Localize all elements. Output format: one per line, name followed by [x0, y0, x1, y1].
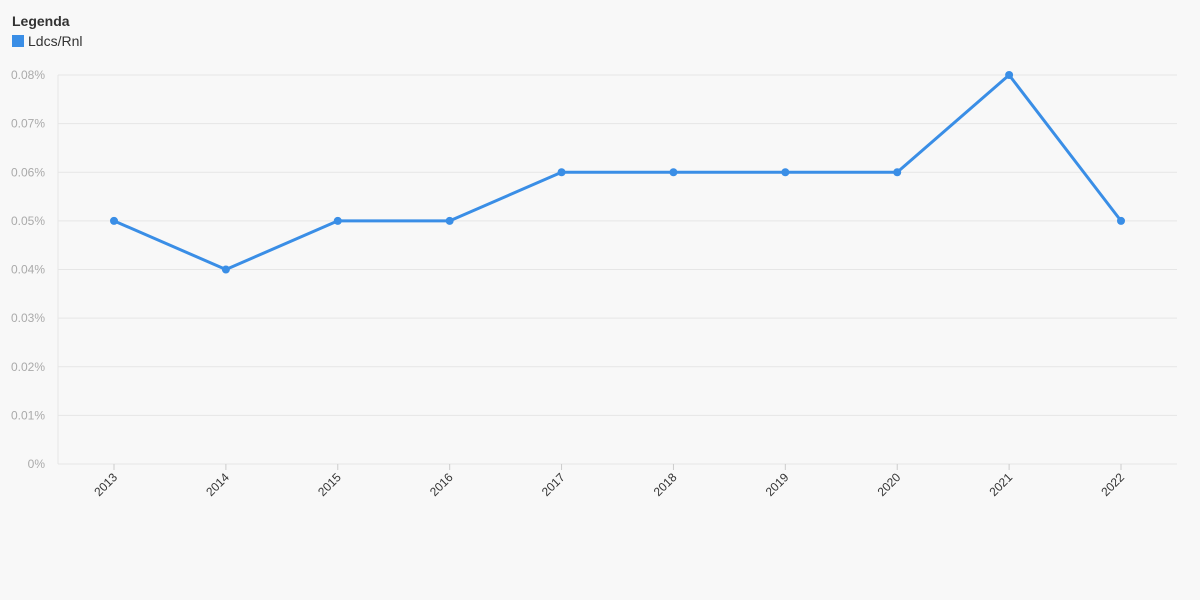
- x-tick-label: 2019: [763, 470, 792, 499]
- y-tick-label: 0.01%: [11, 408, 45, 422]
- y-axis-ticks: 0% 0.01% 0.02% 0.03% 0.04% 0.05% 0.06% 0.07% 0.0…: [11, 68, 45, 471]
- data-point: [445, 216, 454, 225]
- legend-label: Ldcs/Rnl: [28, 33, 83, 49]
- data-point: [110, 216, 118, 225]
- y-tick-label: 0.05%: [11, 214, 45, 228]
- x-tick-label: 2018: [651, 470, 680, 499]
- series-line: [113, 73, 1123, 271]
- legend-swatch: [12, 35, 24, 47]
- data-point: [893, 168, 902, 177]
- x-tick-label: 2013: [91, 470, 120, 499]
- y-tick-label: 0.04%: [11, 263, 45, 277]
- data-point: [1005, 71, 1014, 79]
- x-tick-label: 2022: [1098, 470, 1127, 499]
- x-tick-label: 2020: [875, 470, 904, 499]
- x-tick-label: 2017: [539, 470, 568, 499]
- y-tick-label: 0.07%: [11, 117, 45, 131]
- data-point: [781, 168, 790, 177]
- x-tick-label: 2016: [427, 470, 456, 499]
- series-group: [110, 71, 1125, 274]
- x-axis-ticks: 2013 2014 2015 2016 2017 2018 2019 2020 2021 2022: [91, 464, 1127, 499]
- x-tick-label: 2015: [315, 470, 344, 499]
- x-tick-label: 2021: [986, 470, 1015, 499]
- y-tick-label: 0%: [28, 457, 46, 471]
- legend-title: Legenda: [12, 13, 70, 29]
- legend-entry[interactable]: Ldcs/Rnl: [12, 32, 82, 50]
- data-point: [669, 168, 678, 177]
- y-tick-label: 0.03%: [11, 311, 45, 325]
- data-point: [1117, 216, 1125, 225]
- y-tick-label: 0.02%: [11, 360, 45, 374]
- x-tick-label: 2014: [203, 470, 232, 499]
- data-point: [557, 168, 566, 177]
- y-tick-label: 0.08%: [11, 68, 45, 82]
- legend: Legenda Ldcs/Rnl: [12, 12, 82, 50]
- data-point: [333, 216, 342, 225]
- y-tick-label: 0.06%: [11, 165, 45, 179]
- data-point: [221, 265, 230, 274]
